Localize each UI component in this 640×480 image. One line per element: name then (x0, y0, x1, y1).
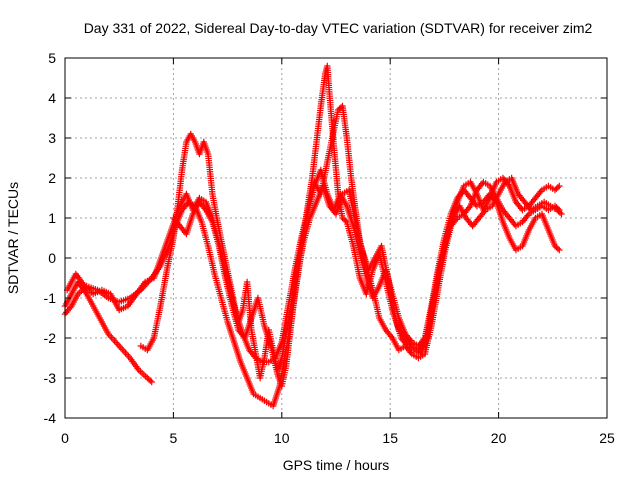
y-tick-label: 3 (48, 130, 56, 146)
x-tick-label: 0 (61, 430, 69, 446)
data-point (554, 184, 562, 191)
series-track-1 (61, 278, 155, 386)
data-point (558, 210, 565, 218)
y-tick-label: -3 (44, 370, 57, 386)
chart-title: Day 331 of 2022, Sidereal Day-to-day VTE… (84, 20, 593, 36)
y-tick-label: 0 (48, 250, 56, 266)
data-points (61, 62, 565, 410)
y-tick-label: 2 (48, 170, 56, 186)
data-point (147, 377, 154, 384)
y-tick-label: -1 (44, 290, 57, 306)
x-tick-label: 20 (491, 430, 507, 446)
data-point (342, 217, 349, 224)
x-tick-label: 10 (274, 430, 290, 446)
series-track-3 (63, 166, 563, 382)
x-tick-label: 15 (382, 430, 398, 446)
data-point (556, 209, 564, 216)
y-tick-label: -2 (44, 330, 57, 346)
data-point (148, 378, 155, 386)
y-tick-label: 1 (48, 210, 56, 226)
y-tick-label: 4 (48, 90, 56, 106)
plot-frame (64, 57, 608, 419)
data-point (554, 245, 562, 252)
data-point (556, 182, 563, 190)
y-tick-label: 5 (48, 50, 56, 66)
data-point (556, 246, 563, 254)
series-track-4 (170, 174, 565, 390)
y-tick-label: -4 (44, 410, 57, 426)
x-axis-label: GPS time / hours (283, 457, 390, 473)
series-track-0 (61, 62, 563, 410)
x-tick-label: 5 (170, 430, 178, 446)
x-tick-label: 25 (599, 430, 615, 446)
axis-ticks: 0 5 10 15 20 25 -4 -3 -2 -1 0 1 2 3 4 5 (44, 50, 615, 446)
y-axis-label: SDTVAR / TECUs (5, 182, 21, 294)
